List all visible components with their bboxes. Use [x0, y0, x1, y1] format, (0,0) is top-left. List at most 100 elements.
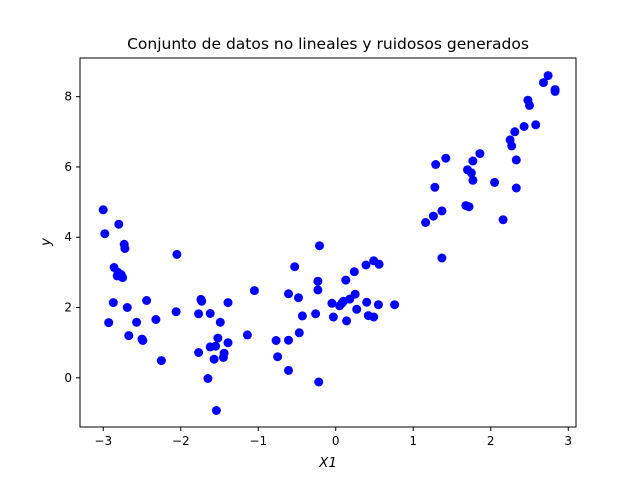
data-point-54: [327, 298, 337, 308]
chart-title: Conjunto de datos no lineales y ruidosos…: [127, 35, 529, 53]
data-point-37: [223, 298, 233, 308]
y-tick-label: 0: [64, 371, 72, 385]
data-point-79: [441, 153, 451, 163]
data-point-32: [213, 333, 223, 343]
data-point-17: [142, 296, 152, 305]
data-point-2: [104, 318, 114, 328]
data-point-38: [242, 330, 252, 340]
data-point-86: [475, 149, 485, 159]
data-point-64: [350, 289, 360, 299]
data-point-51: [313, 276, 323, 286]
data-point-77: [437, 206, 447, 216]
data-point-85: [468, 156, 478, 166]
x-tick-label: 1: [409, 434, 417, 448]
data-point-25: [197, 296, 207, 306]
data-point-76: [431, 160, 441, 169]
data-point-94: [519, 122, 529, 131]
data-point-44: [284, 365, 293, 375]
data-point-21: [172, 249, 182, 259]
data-point-36: [223, 338, 233, 348]
data-point-46: [294, 293, 303, 303]
data-point-71: [374, 259, 384, 269]
data-point-52: [314, 377, 324, 387]
data-point-0: [98, 205, 108, 215]
data-point-84: [468, 175, 478, 185]
data-point-28: [205, 309, 215, 318]
data-point-55: [328, 312, 338, 322]
data-point-39: [249, 286, 259, 296]
y-tick-label: 4: [64, 230, 72, 244]
data-point-14: [132, 317, 142, 327]
data-point-19: [156, 356, 166, 366]
data-point-69: [369, 312, 379, 322]
x-tick-label: −2: [172, 434, 190, 448]
data-point-22: [194, 348, 204, 357]
data-point-18: [151, 315, 161, 324]
data-point-9: [118, 273, 128, 283]
data-point-74: [428, 211, 438, 221]
data-point-65: [361, 260, 371, 270]
data-point-7: [114, 219, 124, 229]
data-point-97: [531, 120, 541, 130]
x-axis-label: X1: [318, 455, 337, 471]
data-point-47: [294, 328, 304, 338]
y-tick-label: 8: [64, 90, 72, 104]
data-point-78: [437, 253, 447, 263]
x-tick-label: 2: [487, 434, 495, 448]
data-point-41: [271, 336, 281, 345]
y-tick-label: 2: [64, 301, 72, 315]
y-axis-label: y: [38, 237, 54, 247]
data-point-12: [122, 303, 132, 312]
axis-ticks: −3 −2 −1 0 1 2 3 0 2 4 6 8: [64, 90, 572, 448]
data-point-33: [215, 317, 225, 327]
data-point-43: [284, 289, 293, 299]
data-point-16: [138, 336, 148, 345]
data-points: [98, 71, 560, 415]
data-point-60: [342, 316, 352, 326]
data-point-83: [466, 168, 476, 178]
data-point-73: [421, 218, 431, 227]
data-point-31: [211, 406, 221, 415]
x-tick-label: 3: [564, 434, 572, 448]
data-point-11: [120, 244, 130, 253]
data-point-53: [315, 241, 324, 251]
data-point-29: [209, 354, 219, 364]
data-point-26: [203, 374, 213, 383]
data-point-92: [511, 155, 521, 165]
data-point-42: [284, 335, 293, 345]
data-point-98: [539, 78, 548, 88]
data-point-66: [362, 297, 372, 307]
data-point-99: [543, 71, 553, 81]
x-tick-label: 0: [332, 434, 340, 448]
data-point-20: [171, 307, 181, 317]
data-point-59: [341, 275, 351, 285]
data-point-63: [352, 304, 362, 314]
plot-frame: [79, 57, 577, 428]
y-tick-label: 6: [64, 160, 72, 174]
data-point-96: [525, 100, 534, 110]
data-point-45: [290, 262, 300, 272]
data-point-48: [297, 311, 307, 321]
data-point-49: [311, 309, 321, 319]
data-point-13: [124, 331, 134, 341]
data-point-35: [219, 348, 229, 358]
data-point-101: [550, 85, 560, 95]
data-point-87: [490, 177, 500, 187]
data-point-50: [313, 285, 323, 295]
data-point-88: [498, 215, 508, 225]
data-point-70: [373, 300, 383, 310]
data-point-62: [349, 267, 359, 277]
data-point-75: [430, 182, 440, 192]
data-point-30: [211, 341, 221, 351]
data-point-23: [194, 309, 204, 319]
x-tick-label: −1: [249, 434, 267, 448]
data-point-3: [108, 298, 118, 308]
data-point-93: [511, 183, 521, 193]
x-tick-label: −3: [94, 434, 112, 448]
data-point-91: [510, 127, 520, 137]
data-point-90: [507, 141, 517, 151]
data-point-72: [390, 300, 400, 310]
data-point-40: [273, 352, 283, 362]
data-point-82: [464, 202, 474, 212]
